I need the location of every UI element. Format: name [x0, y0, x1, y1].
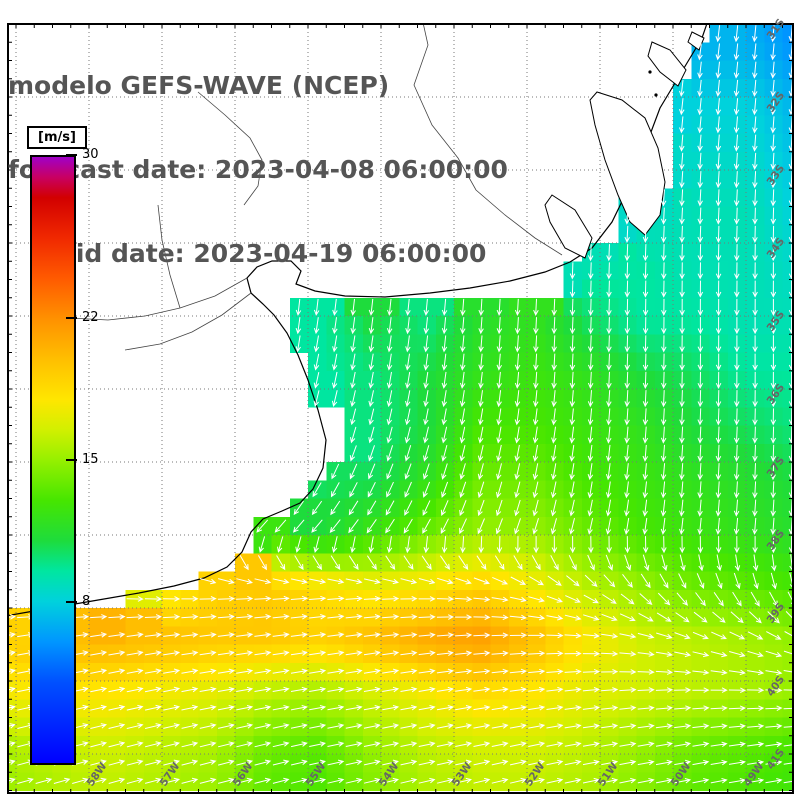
colorbar-unit-label: [m/s]	[27, 126, 87, 149]
lagoon-outline	[687, 31, 705, 51]
colorbar-tick-mark	[66, 459, 77, 461]
river-line	[124, 292, 252, 351]
colorbar-tick-mark	[66, 601, 77, 604]
coastline-layer	[9, 25, 708, 617]
lagoon-outline	[647, 41, 687, 87]
colorbar-tick-label: 8	[82, 594, 91, 610]
river-line	[69, 277, 248, 321]
colorbar-tick-label: 15	[82, 452, 99, 467]
lagoon-outline	[589, 91, 666, 236]
islet-dot	[654, 93, 658, 97]
colorbar-tick-mark	[66, 154, 77, 156]
colorbar-tick-mark	[66, 316, 77, 319]
river-line	[157, 204, 181, 309]
graticule	[9, 25, 792, 792]
chart-header: modelo GEFS-WAVE (NCEP) forecast date: 2…	[8, 16, 508, 324]
plot-frame	[7, 23, 794, 794]
lagoon-outline	[544, 194, 593, 259]
colorbar-tick-label: 22	[82, 309, 99, 325]
valid-date-line: valid date: 2023-04-19 06:00:00	[8, 239, 487, 268]
model-title: modelo GEFS-WAVE (NCEP)	[8, 71, 390, 100]
islet-dot	[648, 70, 652, 74]
forecast-date-line: forecast date: 2023-04-08 06:00:00	[8, 155, 508, 184]
colorbar-tick-label: 30	[82, 147, 99, 162]
river-line	[197, 91, 263, 206]
river-line	[413, 25, 563, 256]
